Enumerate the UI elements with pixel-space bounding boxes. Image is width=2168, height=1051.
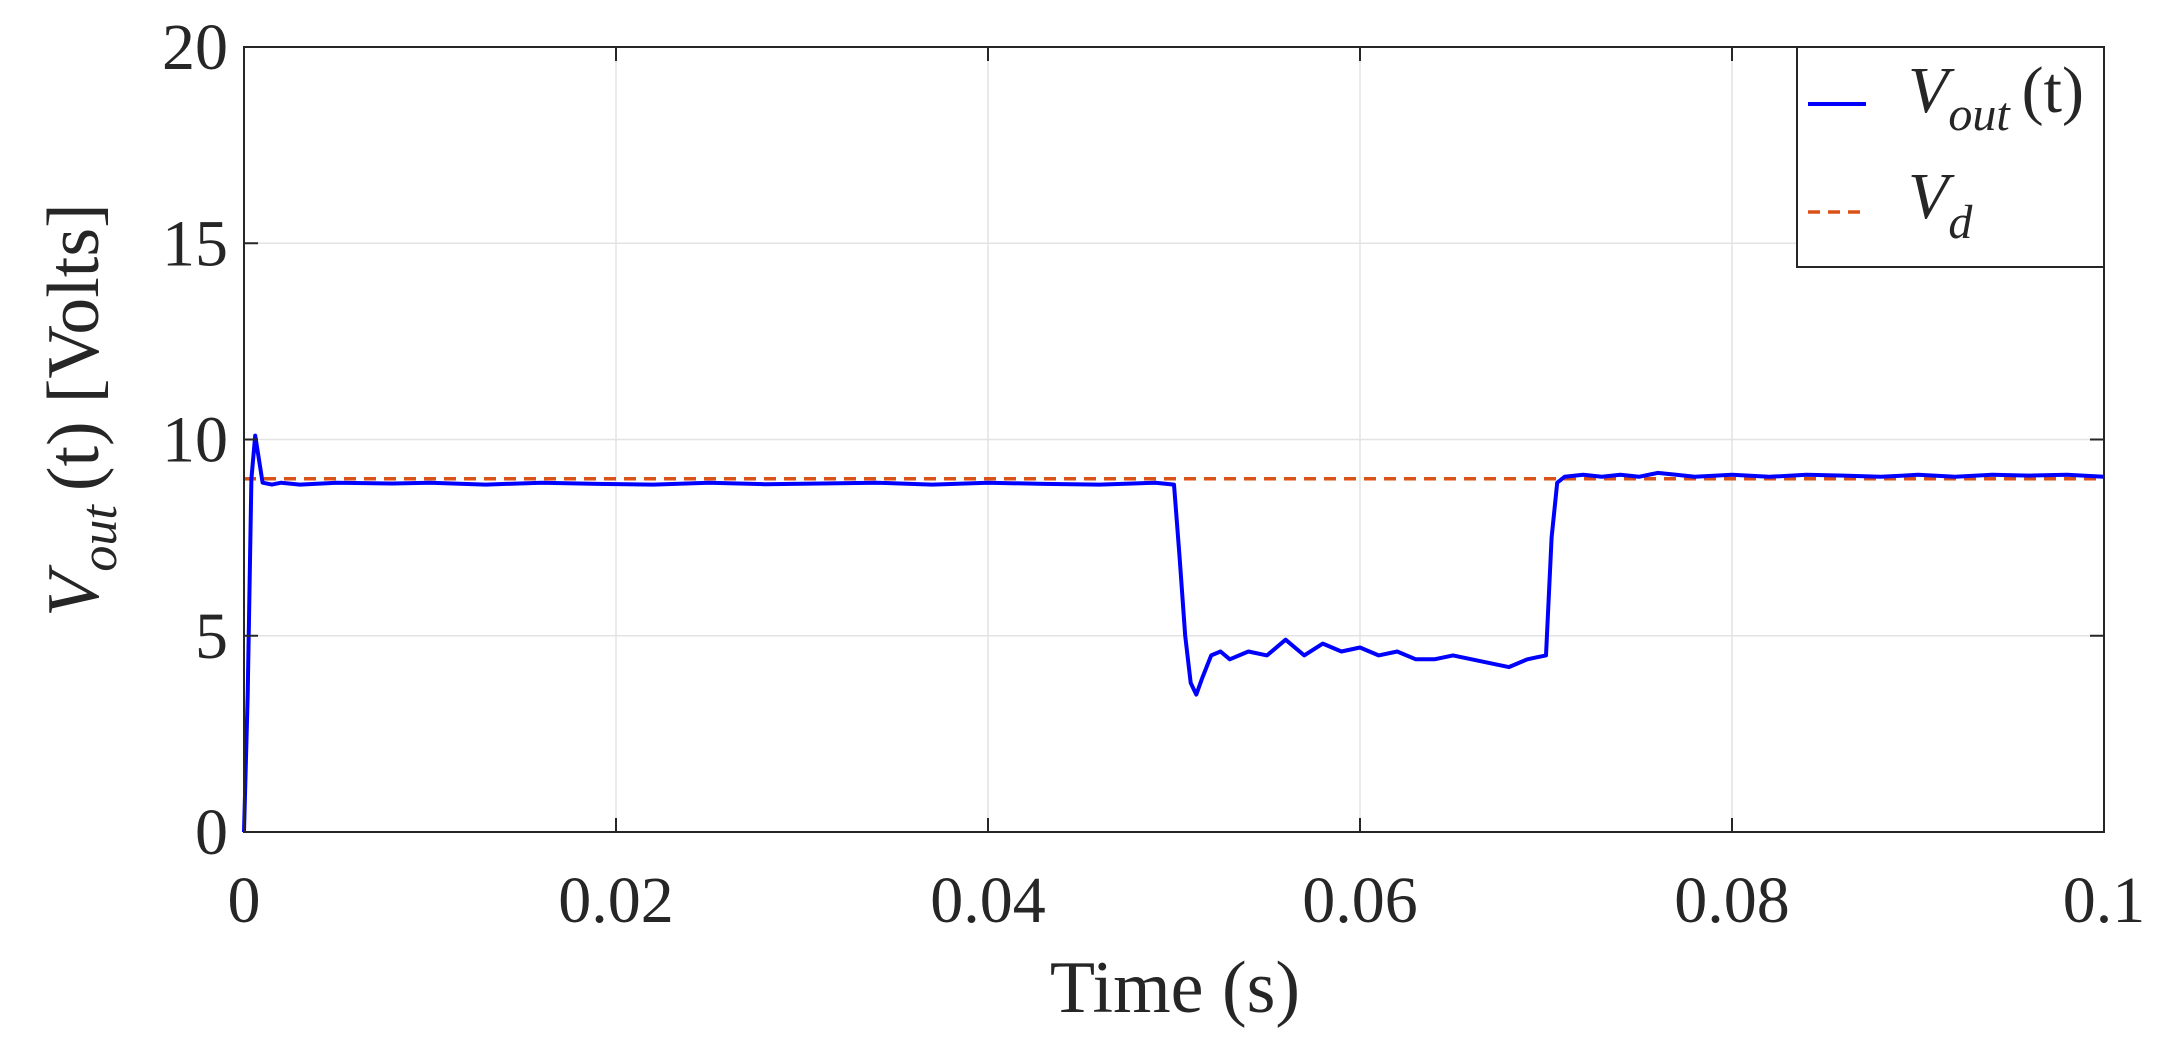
series-layer — [242, 433, 2105, 833]
x-tick-label: 0.04 — [930, 864, 1046, 937]
y-axis-title-subscript: out — [71, 504, 128, 572]
legend-label-vd-subscript: d — [1948, 196, 1973, 249]
legend-label-vd-main: V — [1908, 160, 1955, 233]
legend-label-vout-arg: (t) — [2022, 54, 2084, 127]
y-tick-label: 20 — [162, 11, 228, 84]
legend-label-vd: Vd — [1908, 160, 1973, 249]
legend-box — [1796, 46, 2105, 268]
series-line-vout — [242, 433, 2105, 833]
legend-label-vout-subscript: out — [1948, 88, 2011, 141]
ticks: 0 0.02 0.04 0.06 0.08 0.1 0 5 10 15 20 — [162, 11, 2145, 937]
x-tick-label: 0.08 — [1674, 864, 1790, 937]
y-axis-title-unit: [Volts] — [33, 203, 115, 403]
x-tick-label: 0.06 — [1302, 864, 1418, 937]
x-axis-title: Time (s) — [1050, 947, 1300, 1029]
legend: Vout (t) Vd — [1796, 46, 2105, 268]
x-tick-label: 0 — [228, 864, 261, 937]
y-tick-label: 15 — [162, 207, 228, 280]
y-axis-title-arg: (t) — [33, 421, 115, 491]
x-tick-label: 0.1 — [2063, 864, 2146, 937]
legend-label-vout-main: V — [1908, 54, 1955, 127]
legend-label-vout: Vout (t) — [1908, 54, 2084, 141]
y-tick-label: 5 — [195, 600, 228, 673]
x-tick-label: 0.02 — [558, 864, 674, 937]
y-tick-label: 0 — [195, 796, 228, 869]
y-tick-label: 10 — [162, 404, 228, 477]
y-axis-title: Vout (t) [Volts] — [33, 203, 128, 617]
y-axis-title-main: V — [33, 564, 115, 617]
